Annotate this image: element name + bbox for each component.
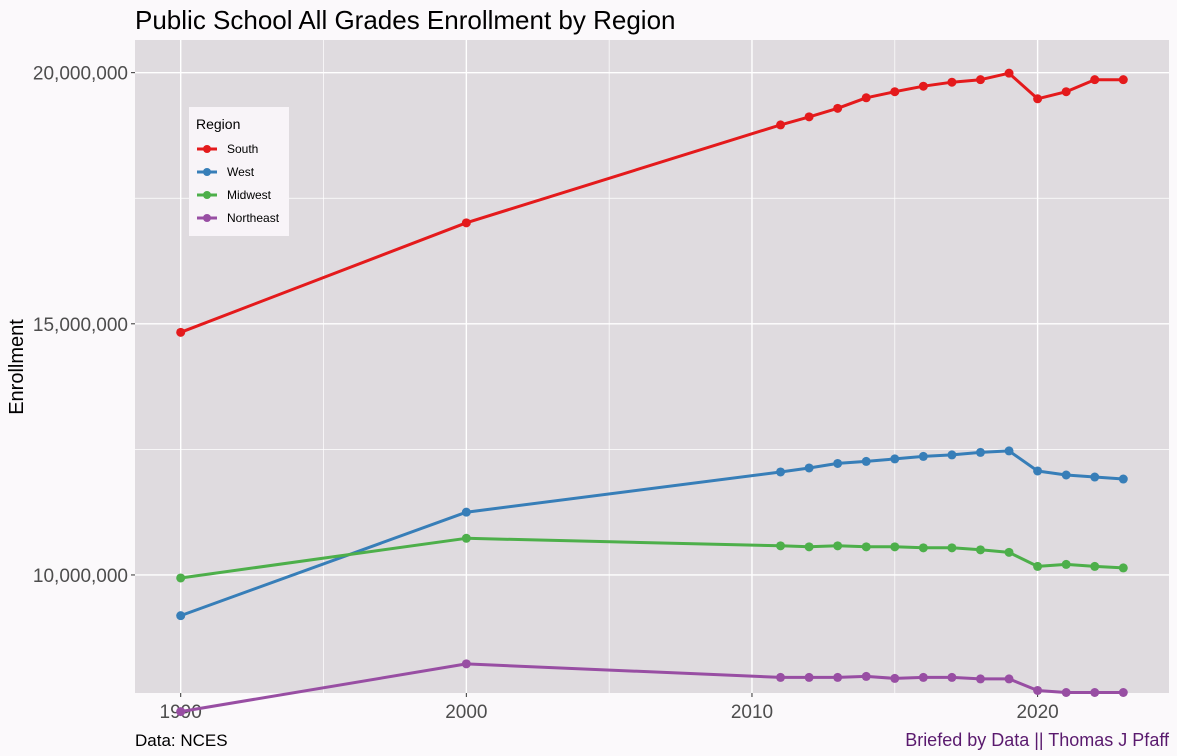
data-point-west: [1004, 446, 1014, 456]
x-tick-label: 2000: [445, 702, 487, 723]
data-point-northeast: [890, 673, 900, 683]
data-point-south: [1090, 75, 1100, 85]
data-point-west: [461, 507, 471, 517]
legend-label: West: [227, 165, 255, 179]
data-point-south: [975, 75, 985, 85]
grid-lines: [135, 40, 1169, 693]
legend-item-northeast: Northeast: [197, 211, 280, 225]
data-point-midwest: [975, 545, 985, 555]
y-tick-label: 20,000,000: [33, 64, 128, 85]
plot-panel: [135, 40, 1169, 693]
legend-label: Midwest: [227, 188, 272, 202]
data-point-south: [1061, 87, 1071, 97]
y-tick-labels: 10,000,000 15,000,000 20,000,000: [33, 64, 135, 587]
series-lines: [176, 68, 1128, 717]
data-point-west: [1090, 472, 1100, 482]
legend-key-point: [203, 214, 211, 222]
data-point-northeast: [776, 672, 786, 682]
data-point-west: [975, 447, 985, 457]
data-point-northeast: [804, 672, 814, 682]
data-point-midwest: [1118, 563, 1128, 573]
data-point-west: [1118, 474, 1128, 484]
data-point-northeast: [1118, 687, 1128, 697]
legend-label: South: [227, 142, 258, 156]
data-point-northeast: [176, 707, 186, 717]
data-point-midwest: [176, 573, 186, 583]
data-point-south: [176, 327, 186, 337]
data-point-midwest: [1004, 547, 1014, 557]
credit-caption: Briefed by Data || Thomas J Pfaff: [905, 730, 1170, 750]
legend-key-point: [203, 191, 211, 199]
y-tick-label: 15,000,000: [33, 315, 128, 336]
series-northeast: [176, 659, 1128, 717]
legend-key-point: [203, 168, 211, 176]
data-point-midwest: [776, 541, 786, 551]
y-tick-label: 10,000,000: [33, 566, 128, 587]
data-point-west: [918, 451, 928, 461]
legend-item-south: South: [197, 142, 258, 156]
data-point-south: [776, 120, 786, 130]
data-point-midwest: [833, 541, 843, 551]
data-point-south: [918, 81, 928, 91]
chart-title: Public School All Grades Enrollment by R…: [135, 5, 676, 35]
data-point-midwest: [1090, 561, 1100, 571]
data-point-west: [804, 463, 814, 473]
series-south: [176, 68, 1128, 337]
data-point-south: [947, 77, 957, 87]
legend-item-midwest: Midwest: [197, 188, 272, 202]
data-point-south: [890, 87, 900, 97]
data-point-midwest: [1033, 561, 1043, 571]
data-point-northeast: [833, 672, 843, 682]
data-point-south: [804, 112, 814, 122]
data-point-west: [1061, 470, 1071, 480]
legend-title: Region: [196, 116, 240, 132]
data-point-south: [1004, 68, 1014, 78]
data-point-midwest: [890, 542, 900, 552]
data-point-south: [1033, 94, 1043, 104]
source-caption: Data: NCES: [135, 731, 228, 750]
data-point-northeast: [1061, 687, 1071, 697]
data-point-midwest: [918, 543, 928, 553]
data-point-south: [1118, 75, 1128, 85]
series-west: [176, 446, 1128, 621]
series-midwest: [176, 533, 1128, 583]
data-point-northeast: [1090, 687, 1100, 697]
x-tick-label: 2010: [731, 702, 773, 723]
data-point-northeast: [1004, 674, 1014, 684]
legend-item-west: West: [197, 165, 255, 179]
data-point-west: [1033, 466, 1043, 476]
data-point-west: [947, 450, 957, 460]
x-tick-label: 2020: [1016, 702, 1058, 723]
data-point-west: [176, 611, 186, 621]
data-point-midwest: [947, 543, 957, 553]
data-point-west: [861, 456, 871, 466]
data-point-west: [776, 467, 786, 477]
data-point-south: [833, 103, 843, 113]
data-point-northeast: [918, 672, 928, 682]
y-axis-title: Enrollment: [6, 319, 28, 415]
data-point-northeast: [975, 674, 985, 684]
legend-label: Northeast: [227, 211, 280, 225]
data-point-northeast: [861, 671, 871, 681]
data-point-midwest: [804, 542, 814, 552]
data-point-south: [861, 93, 871, 103]
data-point-northeast: [1033, 685, 1043, 695]
data-point-west: [833, 458, 843, 468]
data-point-northeast: [461, 659, 471, 669]
data-point-midwest: [861, 542, 871, 552]
data-point-midwest: [1061, 559, 1071, 569]
data-point-northeast: [947, 672, 957, 682]
x-tick-labels: 1990200020102020: [160, 693, 1059, 723]
legend-key-point: [203, 145, 211, 153]
data-point-midwest: [461, 533, 471, 543]
legend: Region South West Midwest Northeast: [189, 107, 289, 236]
data-point-west: [890, 454, 900, 464]
data-point-south: [461, 218, 471, 228]
